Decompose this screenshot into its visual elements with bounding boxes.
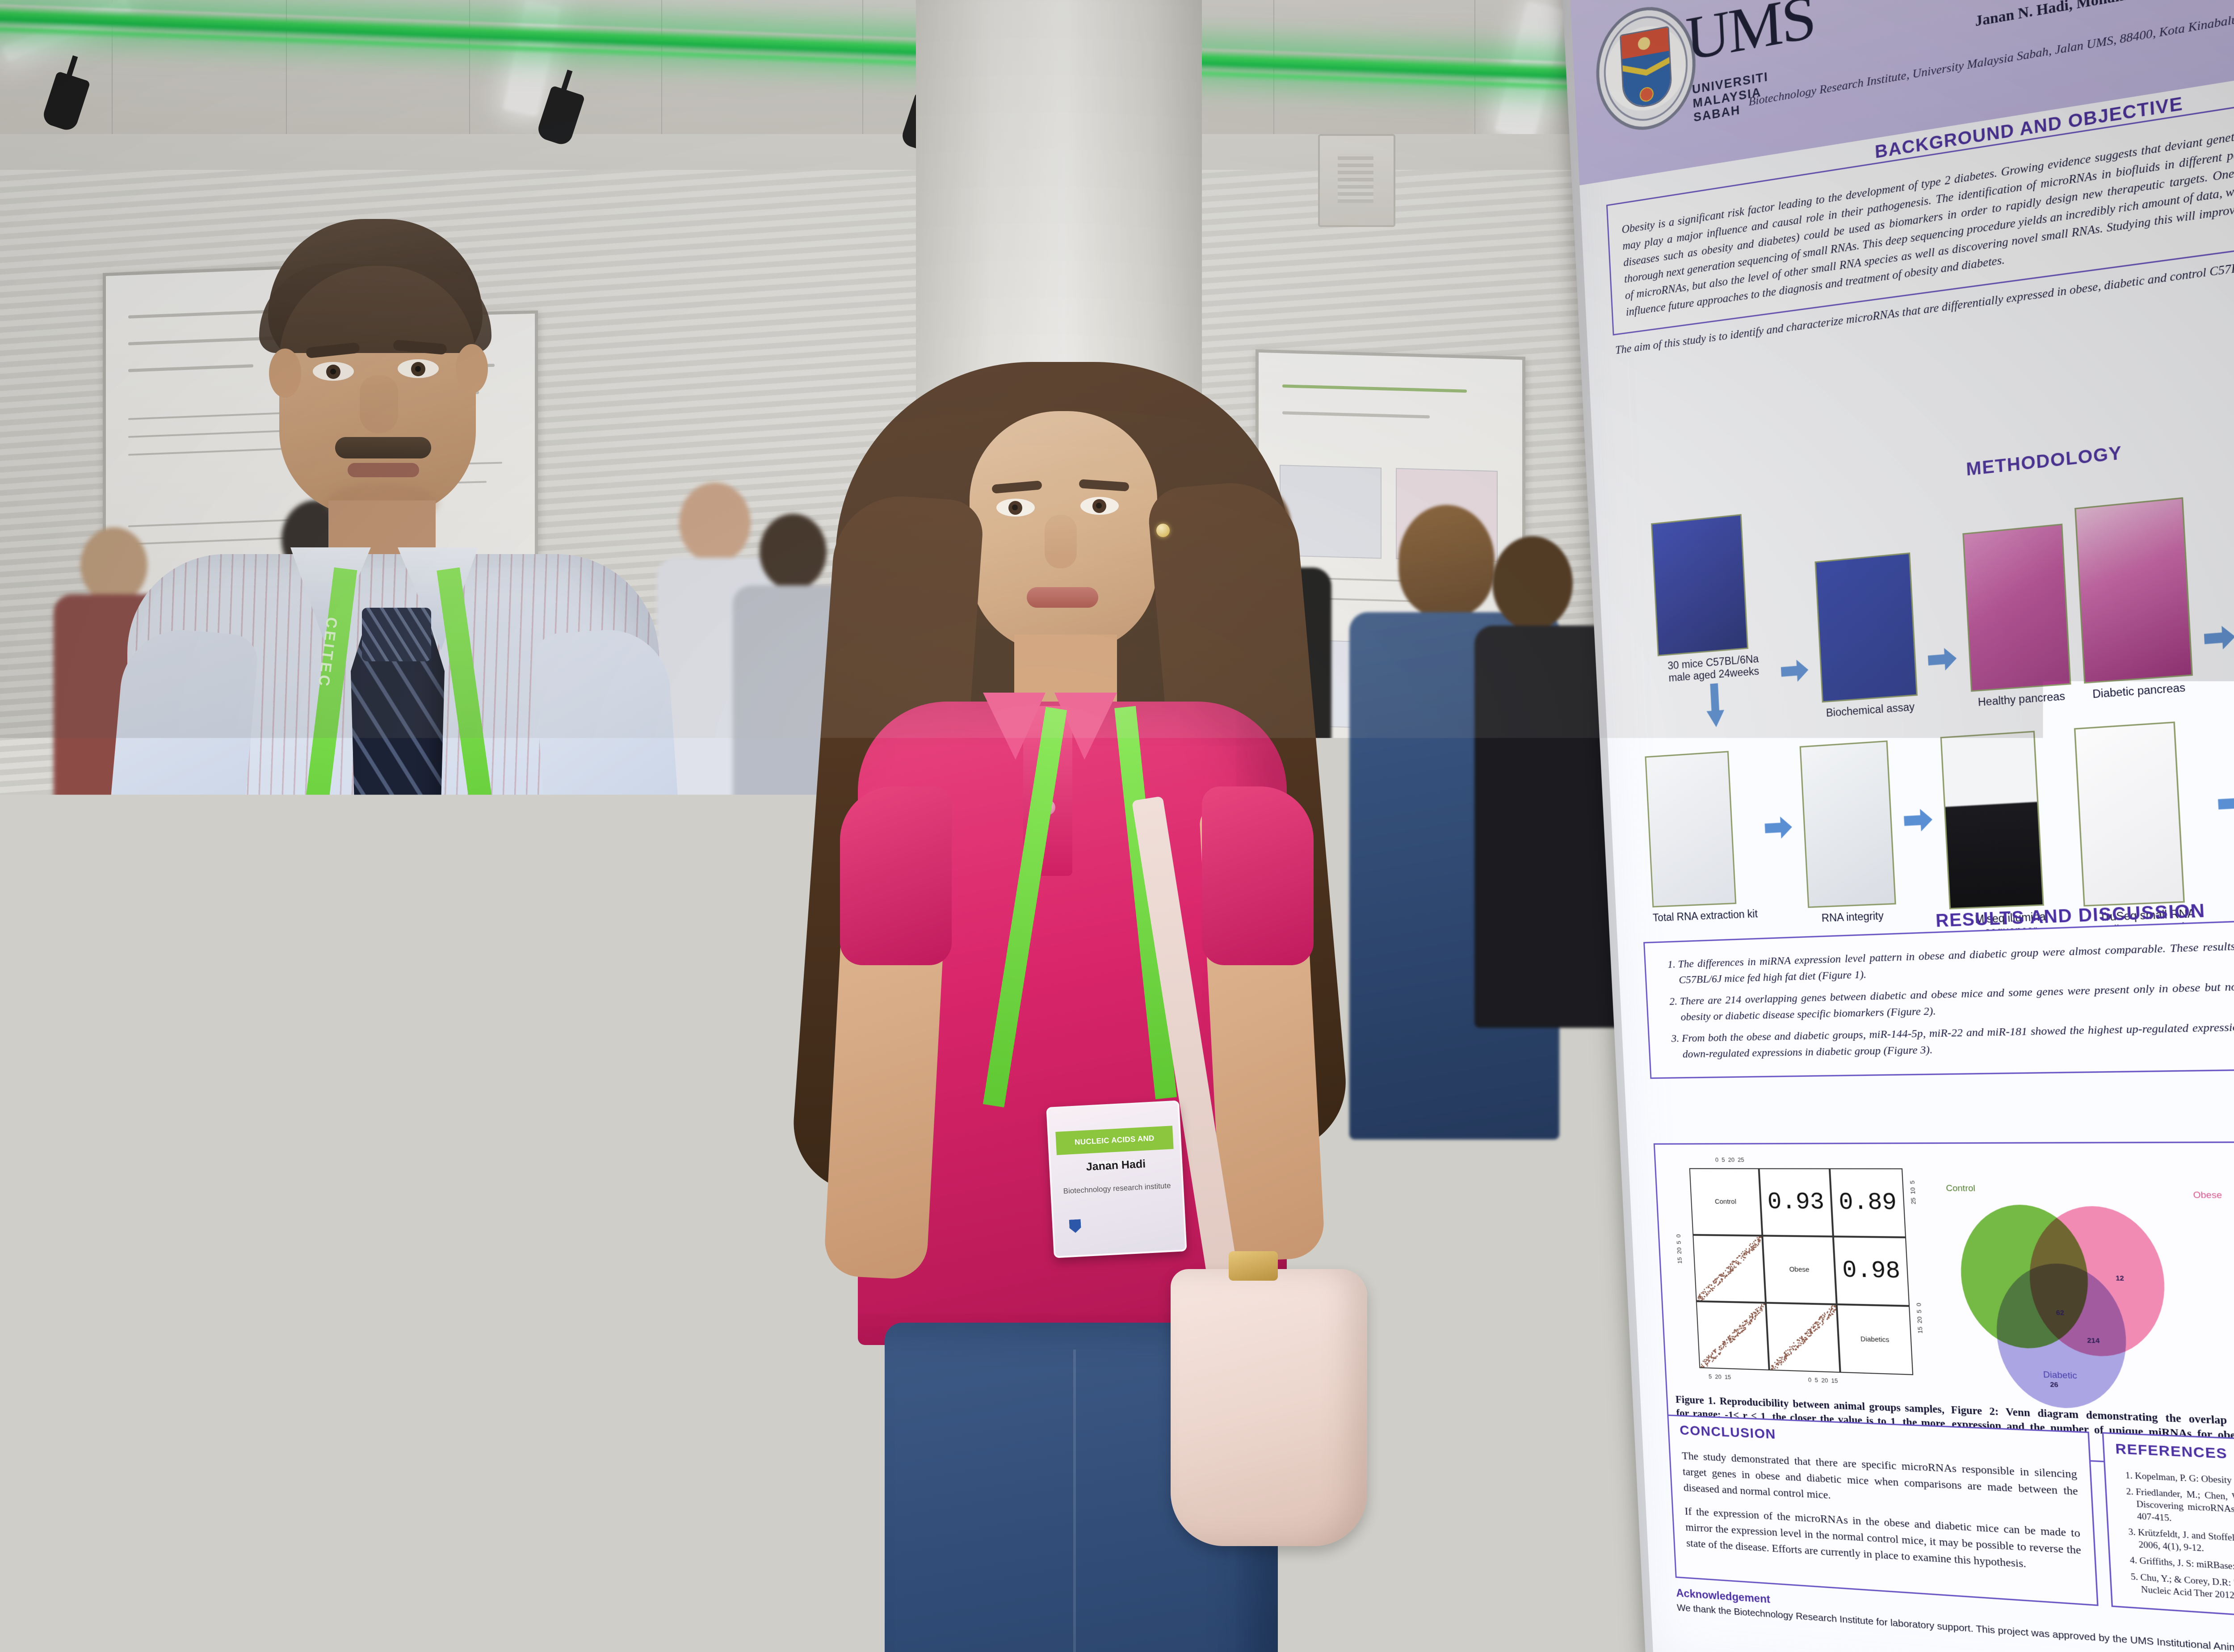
arm <box>98 625 260 957</box>
matrix-cell-scatter <box>1692 1235 1765 1303</box>
sleeve <box>1202 786 1314 965</box>
bag-clasp <box>1229 1251 1278 1281</box>
methodology-step: Biochemical assay <box>1814 552 1919 719</box>
arrow-right-icon <box>1764 816 1793 840</box>
eye <box>313 362 354 381</box>
badge-logo-icon <box>1069 1219 1082 1233</box>
matrix-cell-scatter <box>1696 1301 1769 1370</box>
matrix-cell-label: Diabetics <box>1837 1304 1913 1375</box>
figure-2-column: Control Obese Diabetic 12 62 214 26 Figu… <box>1937 1152 2234 1458</box>
badge-affiliation: Biotechnology research institute <box>1052 1181 1182 1196</box>
earring <box>1156 524 1170 537</box>
reference-item: Chu, Y.; & Corey, D.R: "RNA sequencing: … <box>2140 1571 2234 1624</box>
moustache <box>335 437 431 458</box>
ums-shield-icon <box>1620 26 1673 110</box>
matrix-cell-label: Control <box>1689 1168 1762 1236</box>
arrow-right-icon <box>2217 791 2234 816</box>
methodology-step: 30 mice C57BL/6Na male aged 24weeks <box>1651 512 1772 731</box>
methodology-step: Total RNA extraction kit <box>1645 749 1758 924</box>
venn-label-obese: Obese <box>2193 1190 2222 1201</box>
arm <box>532 626 688 947</box>
results-list: The differences in miRNA expression leve… <box>1645 918 2234 1078</box>
section-conclusion: CONCLUSION The study demonstrated that t… <box>1667 1415 2098 1606</box>
step-image-library-prep <box>2074 722 2185 907</box>
figure-2-venn: Control Obese Diabetic 12 62 214 26 <box>1937 1152 2234 1409</box>
poster-frame: UMS UNIVERSITI MALAYSIA SABAH Transcript… <box>1562 0 2234 1652</box>
ear <box>456 344 488 393</box>
arrow-down-icon <box>1705 683 1725 727</box>
ear <box>269 349 301 398</box>
eye <box>398 359 439 378</box>
handbag <box>1171 1269 1367 1546</box>
figure-1-chart: 0 5 20 25 15 20 5 0 25 10 5 15 20 5 0 5 … <box>1663 1152 1944 1398</box>
matrix-cell-value: 0.98 <box>1833 1236 1910 1306</box>
research-poster: UMS UNIVERSITI MALAYSIA SABAH Transcript… <box>1570 0 2234 1652</box>
step-image-healthy-pancreas <box>1962 524 2071 692</box>
section-methodology: METHODOLOGY 30 mice C57BL/6Na male aged … <box>1621 399 2234 953</box>
hair-front <box>259 264 491 353</box>
eye <box>996 499 1035 517</box>
methodology-step: Diabetic pancreas <box>2074 497 2194 702</box>
step-label: Biochemical assay <box>1822 700 1919 719</box>
conclusion-body: The study demonstrated that there are sp… <box>1670 1438 2096 1596</box>
eye <box>1080 497 1119 515</box>
card-logo: VISA <box>93 1286 168 1332</box>
trousers <box>165 1220 617 1652</box>
arrow-right-icon <box>1780 659 1809 683</box>
poster-board: UMS UNIVERSITI MALAYSIA SABAH Transcript… <box>1562 0 2234 1652</box>
step-image-assay <box>1814 552 1918 702</box>
person-man: CEITEC NUCLEIC ACIDS AND IMMUNITY Salah … <box>103 214 862 1652</box>
step-label: Healthy pancreas <box>1971 689 2072 710</box>
step-label: 30 mice C57BL/6Na male aged 24weeks <box>1658 652 1769 685</box>
references-list: Kopelman, P. G: Obesity as a medical pro… <box>2105 1462 2234 1637</box>
badge-track-band: NUCLEIC ACIDS AND IMMUNITY <box>1055 1126 1173 1155</box>
nose <box>360 375 398 433</box>
step-image-sequencer <box>1940 731 2044 909</box>
necktie-knot <box>362 608 431 661</box>
section-references: REFERENCES Kopelman, P. G: Obesity as a … <box>2102 1432 2234 1639</box>
venn-count-triple: 62 <box>2056 1309 2064 1317</box>
matrix-cell-label: Obese <box>1762 1236 1837 1304</box>
methodology-step: RNA integrity <box>1800 740 1897 925</box>
sleeve <box>840 786 952 965</box>
wall-fixture <box>1318 134 1395 227</box>
methodology-step: Healthy pancreas <box>1962 524 2072 710</box>
matrix-cell-value: 0.89 <box>1830 1168 1906 1237</box>
correlation-matrix: Control 0.93 0.89 Obese 0.98 Diabetics <box>1689 1168 1913 1375</box>
matrix-cell-scatter <box>1766 1303 1840 1373</box>
step-label: Diabetic pancreas <box>2084 681 2194 702</box>
conclusion-paragraph: If the expression of the microRNAs in th… <box>1684 1504 2083 1576</box>
photo-scene: CEITEC NUCLEIC ACIDS AND IMMUNITY Salah … <box>0 0 2234 1652</box>
person-woman: NUCLEIC ACIDS AND IMMUNITY Janan Hadi Bi… <box>782 349 1452 1652</box>
venn-label-control: Control <box>1946 1183 1976 1194</box>
step-image-rna-kit <box>1645 751 1736 907</box>
arrow-right-icon <box>1903 808 1933 832</box>
venn-count-diabetic: 26 <box>2050 1381 2058 1389</box>
matrix-cell-value: 0.93 <box>1759 1168 1833 1236</box>
step-image-rna-integrity <box>1800 740 1896 908</box>
arrow-right-icon <box>1927 647 1957 672</box>
venn-count-obese-diabetic: 214 <box>2087 1337 2100 1345</box>
name-badge: NUCLEIC ACIDS AND IMMUNITY Janan Hadi Bi… <box>1046 1100 1187 1258</box>
step-image-diabetic-pancreas <box>2074 497 2193 684</box>
mouth <box>348 463 419 477</box>
arrow-right-icon <box>2204 625 2234 651</box>
mouth <box>1027 587 1098 608</box>
nose <box>1045 515 1077 568</box>
step-image-mice <box>1651 514 1748 656</box>
venn-count-obese: 12 <box>2116 1274 2125 1282</box>
figure-1-column: 0 5 20 25 15 20 5 0 25 10 5 15 20 5 0 5 … <box>1663 1152 1946 1445</box>
